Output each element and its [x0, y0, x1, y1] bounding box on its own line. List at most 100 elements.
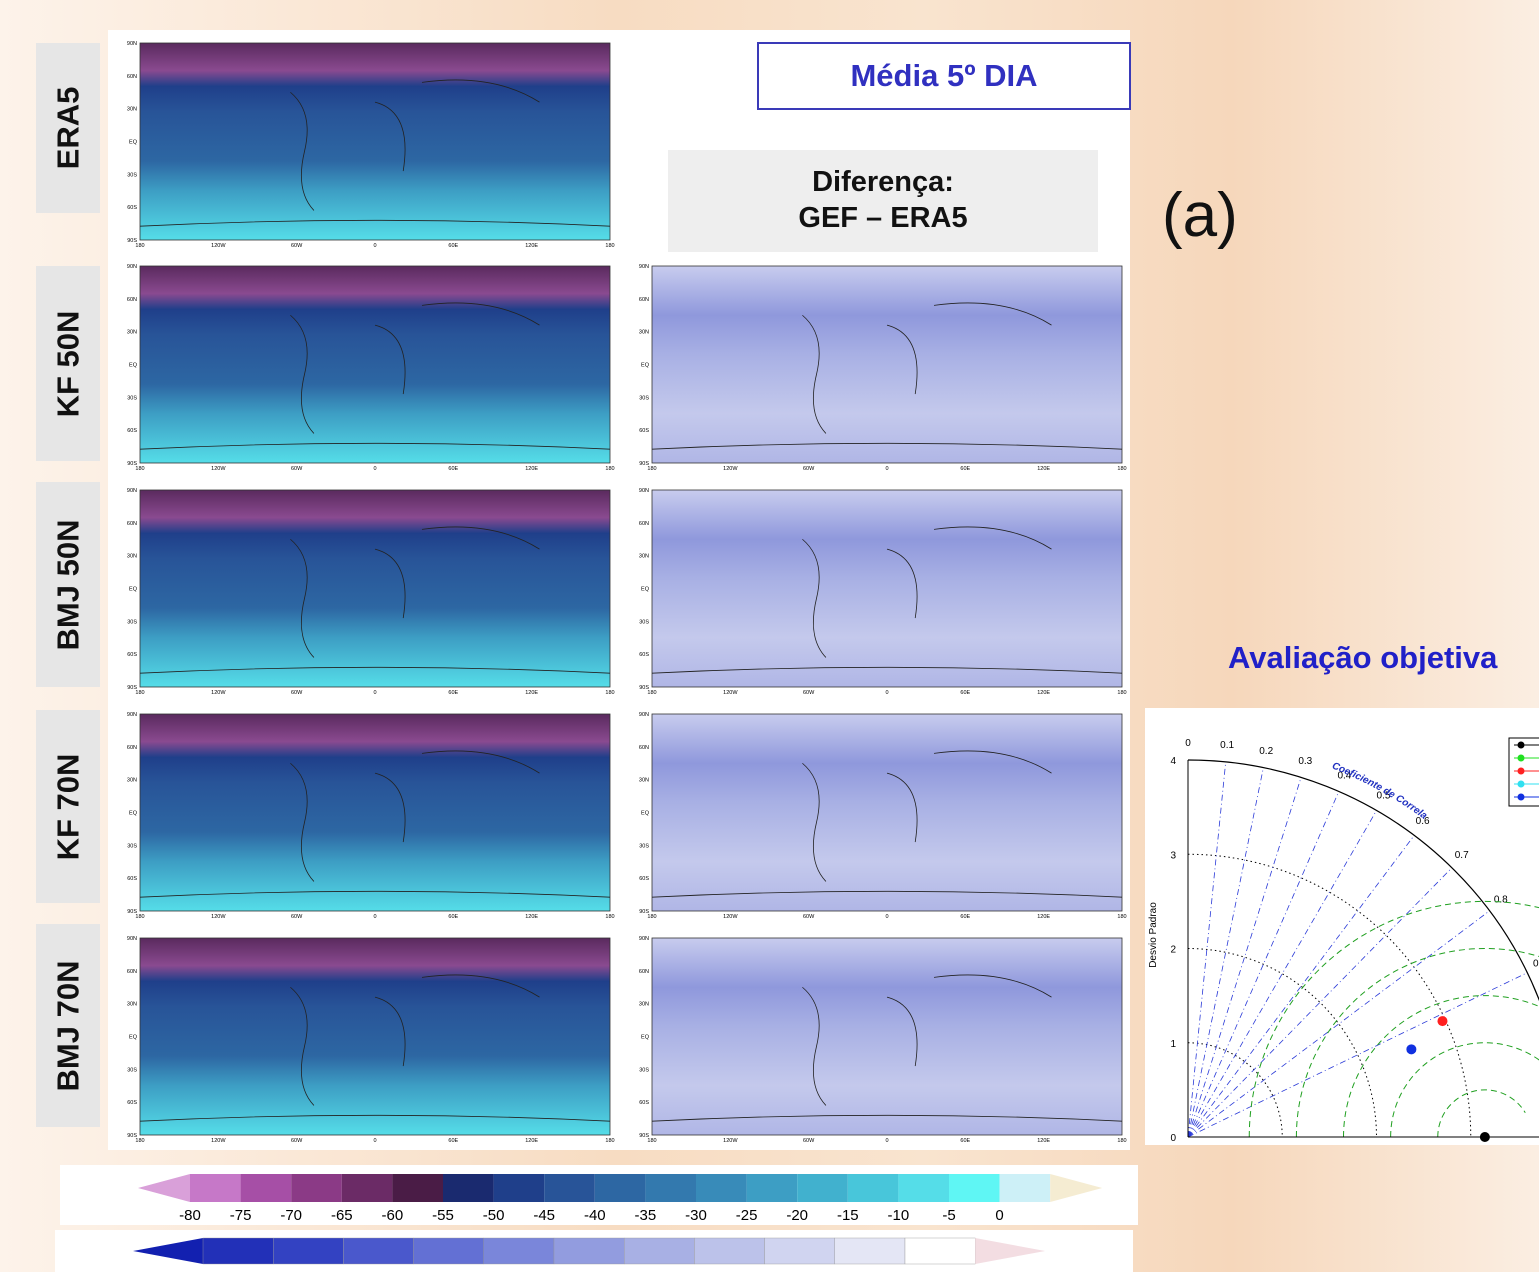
lon-label: 60E: [448, 914, 458, 920]
lat-label: EQ: [641, 811, 650, 817]
lat-label: EQ: [129, 363, 138, 369]
coastlines: [651, 526, 1123, 674]
cbar-swatch: [999, 1174, 1051, 1202]
corr-tick-label: 0.5: [1377, 790, 1391, 801]
lon-label: 120E: [1037, 914, 1050, 920]
cbar-swatch: [645, 1174, 696, 1202]
lat-label: 60N: [639, 521, 649, 527]
coastlines: [139, 750, 611, 898]
corr-tick-label: 0.9: [1533, 959, 1539, 970]
cbar2-swatch: [553, 1237, 625, 1265]
lon-label: 120W: [211, 914, 226, 920]
cbar-swatch: [696, 1174, 747, 1202]
lon-label: 60W: [803, 1138, 815, 1144]
lat-label: 30N: [639, 554, 649, 560]
legend-dot: [1517, 741, 1525, 749]
cbar-tick-label: 0: [995, 1207, 1003, 1224]
cbar-swatch: [443, 1174, 494, 1202]
corr-tick-label: 0.6: [1416, 816, 1430, 827]
map-field: [651, 937, 1123, 1136]
rmse-arc: [1248, 900, 1539, 1138]
lon-label: 0: [885, 466, 888, 472]
cbar-tick-label: -10: [888, 1207, 910, 1224]
corr-line: [1187, 867, 1453, 1138]
corr-tick-label: 0.1: [1220, 740, 1234, 751]
lat-label: 30S: [127, 395, 137, 401]
cbar-tick-label: -15: [837, 1207, 859, 1224]
coastlines: [651, 750, 1123, 898]
lon-label: 180: [135, 466, 144, 472]
lon-label: 120E: [525, 243, 538, 249]
cbar-tick-label: -25: [736, 1207, 758, 1224]
lon-label: 0: [373, 243, 376, 249]
diff-box: Diferença: GEF – ERA5: [668, 150, 1098, 252]
lon-label: 180: [1117, 466, 1126, 472]
lat-label: 90S: [127, 461, 137, 467]
lon-label: 60E: [448, 690, 458, 696]
corr-tick-label: 0.7: [1455, 850, 1469, 861]
lon-label: 60W: [803, 466, 815, 472]
cbar2-swatch: [273, 1237, 344, 1265]
lat-label: 60S: [127, 428, 137, 434]
lon-label: 120W: [723, 1138, 738, 1144]
outer-arc: [1187, 759, 1539, 1002]
diff-line: GEF – ERA5: [798, 202, 968, 234]
cbar2-low: [133, 1238, 203, 1264]
lat-label: 90N: [127, 712, 137, 718]
lon-label: 120E: [1037, 1138, 1050, 1144]
corr-line: [1187, 910, 1490, 1138]
lon-label: 120W: [723, 690, 738, 696]
row-label: KF 70N: [36, 710, 100, 903]
corr-tick-label: 0.4: [1337, 771, 1351, 782]
corr-line: [1187, 791, 1340, 1138]
row-label: BMJ 50N: [36, 482, 100, 687]
lat-label: 60N: [639, 745, 649, 751]
cbar-swatch: [190, 1174, 241, 1202]
lat-label: 90S: [639, 685, 649, 691]
coastlines: [651, 974, 1123, 1122]
lon-label: 60E: [960, 690, 970, 696]
lat-label: 30S: [127, 172, 137, 178]
lon-label: 180: [605, 690, 614, 696]
lat-label: 30N: [127, 107, 137, 113]
lat-label: 60N: [639, 969, 649, 975]
lon-label: 120E: [525, 914, 538, 920]
map-field: [651, 713, 1123, 912]
lon-label: 60W: [291, 1138, 303, 1144]
lon-label: 180: [605, 914, 614, 920]
lat-label: 60S: [639, 428, 649, 434]
lon-label: 180: [647, 690, 656, 696]
taylor-bg: [1145, 708, 1539, 1145]
coastlines: [651, 302, 1123, 450]
title-box: Média 5º DIA: [757, 42, 1131, 110]
taylor-point: [1479, 1132, 1490, 1142]
lat-label: 90S: [127, 238, 137, 244]
lat-label: 30N: [639, 330, 649, 336]
corr-line: [1187, 767, 1264, 1138]
lon-label: 0: [373, 914, 376, 920]
lon-label: 0: [373, 466, 376, 472]
cbar2-swatch: [202, 1237, 274, 1265]
cbar-swatch: [949, 1174, 1000, 1202]
corr-line: [1187, 810, 1377, 1138]
row-label: ERA5: [36, 43, 100, 213]
lat-label: 60S: [127, 652, 137, 658]
cbar2-high: [975, 1238, 1046, 1264]
lon-label: 180: [605, 1138, 614, 1144]
cbar-high: [1050, 1174, 1103, 1202]
lon-label: 60W: [803, 914, 815, 920]
sd-arc: [1187, 1042, 1283, 1138]
map-field: [139, 937, 611, 1136]
lat-label: 90N: [639, 488, 649, 494]
lon-label: 180: [1117, 914, 1126, 920]
lat-label: 60S: [639, 1100, 649, 1106]
cbar-tick-label: -30: [685, 1207, 707, 1224]
lon-label: 0: [373, 1138, 376, 1144]
panel-letter: (a): [1162, 181, 1238, 250]
sd-tick-label: 4: [1170, 756, 1176, 767]
coastlines: [139, 302, 611, 450]
lon-label: 60E: [960, 1138, 970, 1144]
